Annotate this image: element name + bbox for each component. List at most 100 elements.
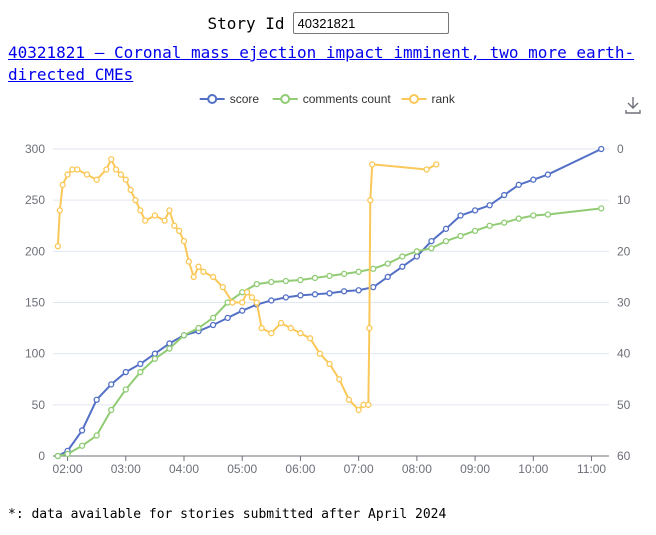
story-title-link[interactable]: 40321821 – Coronal mass ejection impact …	[8, 43, 635, 84]
data-point	[243, 289, 251, 296]
series-line	[56, 158, 437, 411]
data-point	[151, 350, 159, 357]
data-point	[200, 268, 207, 275]
story-id-label: Story Id	[207, 13, 285, 33]
data-point	[316, 350, 323, 357]
data-point	[258, 324, 265, 332]
data-point	[268, 330, 275, 337]
data-point	[185, 258, 192, 265]
data-point	[54, 243, 62, 250]
data-point	[501, 219, 508, 226]
y-right-tick-label: 0	[617, 142, 624, 156]
data-point	[366, 324, 373, 332]
legend-label: comments count	[303, 92, 392, 106]
y-left-tick-label: 250	[25, 193, 45, 207]
data-point	[103, 166, 110, 173]
chart-grid	[53, 148, 609, 457]
y-right-tick-label: 60	[617, 449, 631, 463]
story-id-input[interactable]	[292, 12, 449, 34]
data-point	[277, 319, 285, 327]
data-point	[326, 290, 333, 297]
data-point	[428, 237, 435, 245]
data-point	[345, 396, 353, 403]
data-point	[367, 197, 374, 204]
data-point	[93, 432, 100, 439]
data-point	[253, 280, 260, 288]
legend-swatch-marker	[207, 94, 218, 104]
y-left-tick-label: 200	[25, 244, 45, 258]
data-point	[180, 237, 188, 245]
legend-label: rank	[432, 92, 456, 106]
data-point	[486, 222, 493, 229]
data-point	[413, 248, 421, 255]
data-point	[355, 268, 362, 275]
download-icon[interactable]	[623, 94, 643, 114]
x-tick-label: 06:00	[285, 462, 315, 476]
y-right-tick-label: 10	[617, 193, 631, 207]
data-point	[268, 278, 275, 286]
data-point	[54, 452, 62, 460]
x-tick-label: 05:00	[227, 462, 257, 476]
data-point	[108, 381, 115, 388]
data-point	[413, 253, 421, 260]
y-right-tick-label: 40	[617, 347, 631, 361]
data-point	[297, 276, 304, 284]
y-left-tick-label: 100	[25, 347, 45, 361]
data-point	[501, 191, 508, 199]
data-point	[127, 186, 134, 194]
x-tick-label: 02:00	[53, 462, 83, 476]
data-point	[171, 222, 178, 229]
data-point	[287, 324, 294, 332]
data-point	[219, 283, 226, 291]
data-point	[93, 176, 100, 183]
data-point	[282, 277, 290, 285]
footnote: *: data available for stories submitted …	[8, 507, 447, 522]
data-point	[486, 202, 493, 209]
legend-label: score	[230, 92, 260, 106]
data-point	[297, 330, 304, 337]
data-point	[311, 274, 319, 282]
data-point	[108, 406, 115, 414]
data-point	[428, 245, 435, 252]
data-point	[239, 307, 246, 314]
data-point	[151, 355, 159, 362]
series-rank	[54, 156, 440, 414]
data-point	[209, 321, 217, 329]
data-point	[151, 212, 159, 219]
data-point	[209, 314, 217, 322]
data-point	[471, 207, 479, 214]
data-point	[384, 260, 391, 267]
data-point	[370, 265, 377, 272]
legend-item: score	[199, 92, 260, 106]
data-point	[355, 406, 362, 414]
data-point	[399, 253, 406, 260]
data-point	[282, 294, 290, 301]
data-point	[93, 396, 100, 403]
series-score	[54, 145, 605, 460]
data-point	[190, 273, 197, 281]
data-point	[142, 217, 149, 224]
y-right-tick-label: 30	[617, 296, 631, 310]
data-point	[471, 227, 479, 235]
data-point	[515, 215, 522, 222]
data-point	[384, 273, 391, 281]
data-point	[161, 217, 168, 224]
data-point	[108, 156, 115, 163]
data-point	[457, 232, 464, 240]
x-tick-label: 07:00	[344, 462, 374, 476]
data-point	[336, 376, 343, 383]
data-point	[132, 197, 139, 204]
data-point	[544, 171, 552, 178]
data-point	[122, 368, 129, 376]
data-point	[83, 171, 91, 178]
data-point	[370, 283, 377, 291]
data-point	[195, 263, 202, 270]
data-point	[78, 427, 86, 434]
data-point	[166, 340, 173, 347]
data-point	[369, 161, 376, 168]
x-tick-label: 09:00	[460, 462, 490, 476]
data-point	[122, 176, 129, 183]
chart-legend: score comments count rank	[199, 92, 456, 106]
data-point	[365, 401, 372, 408]
data-point	[423, 166, 430, 173]
